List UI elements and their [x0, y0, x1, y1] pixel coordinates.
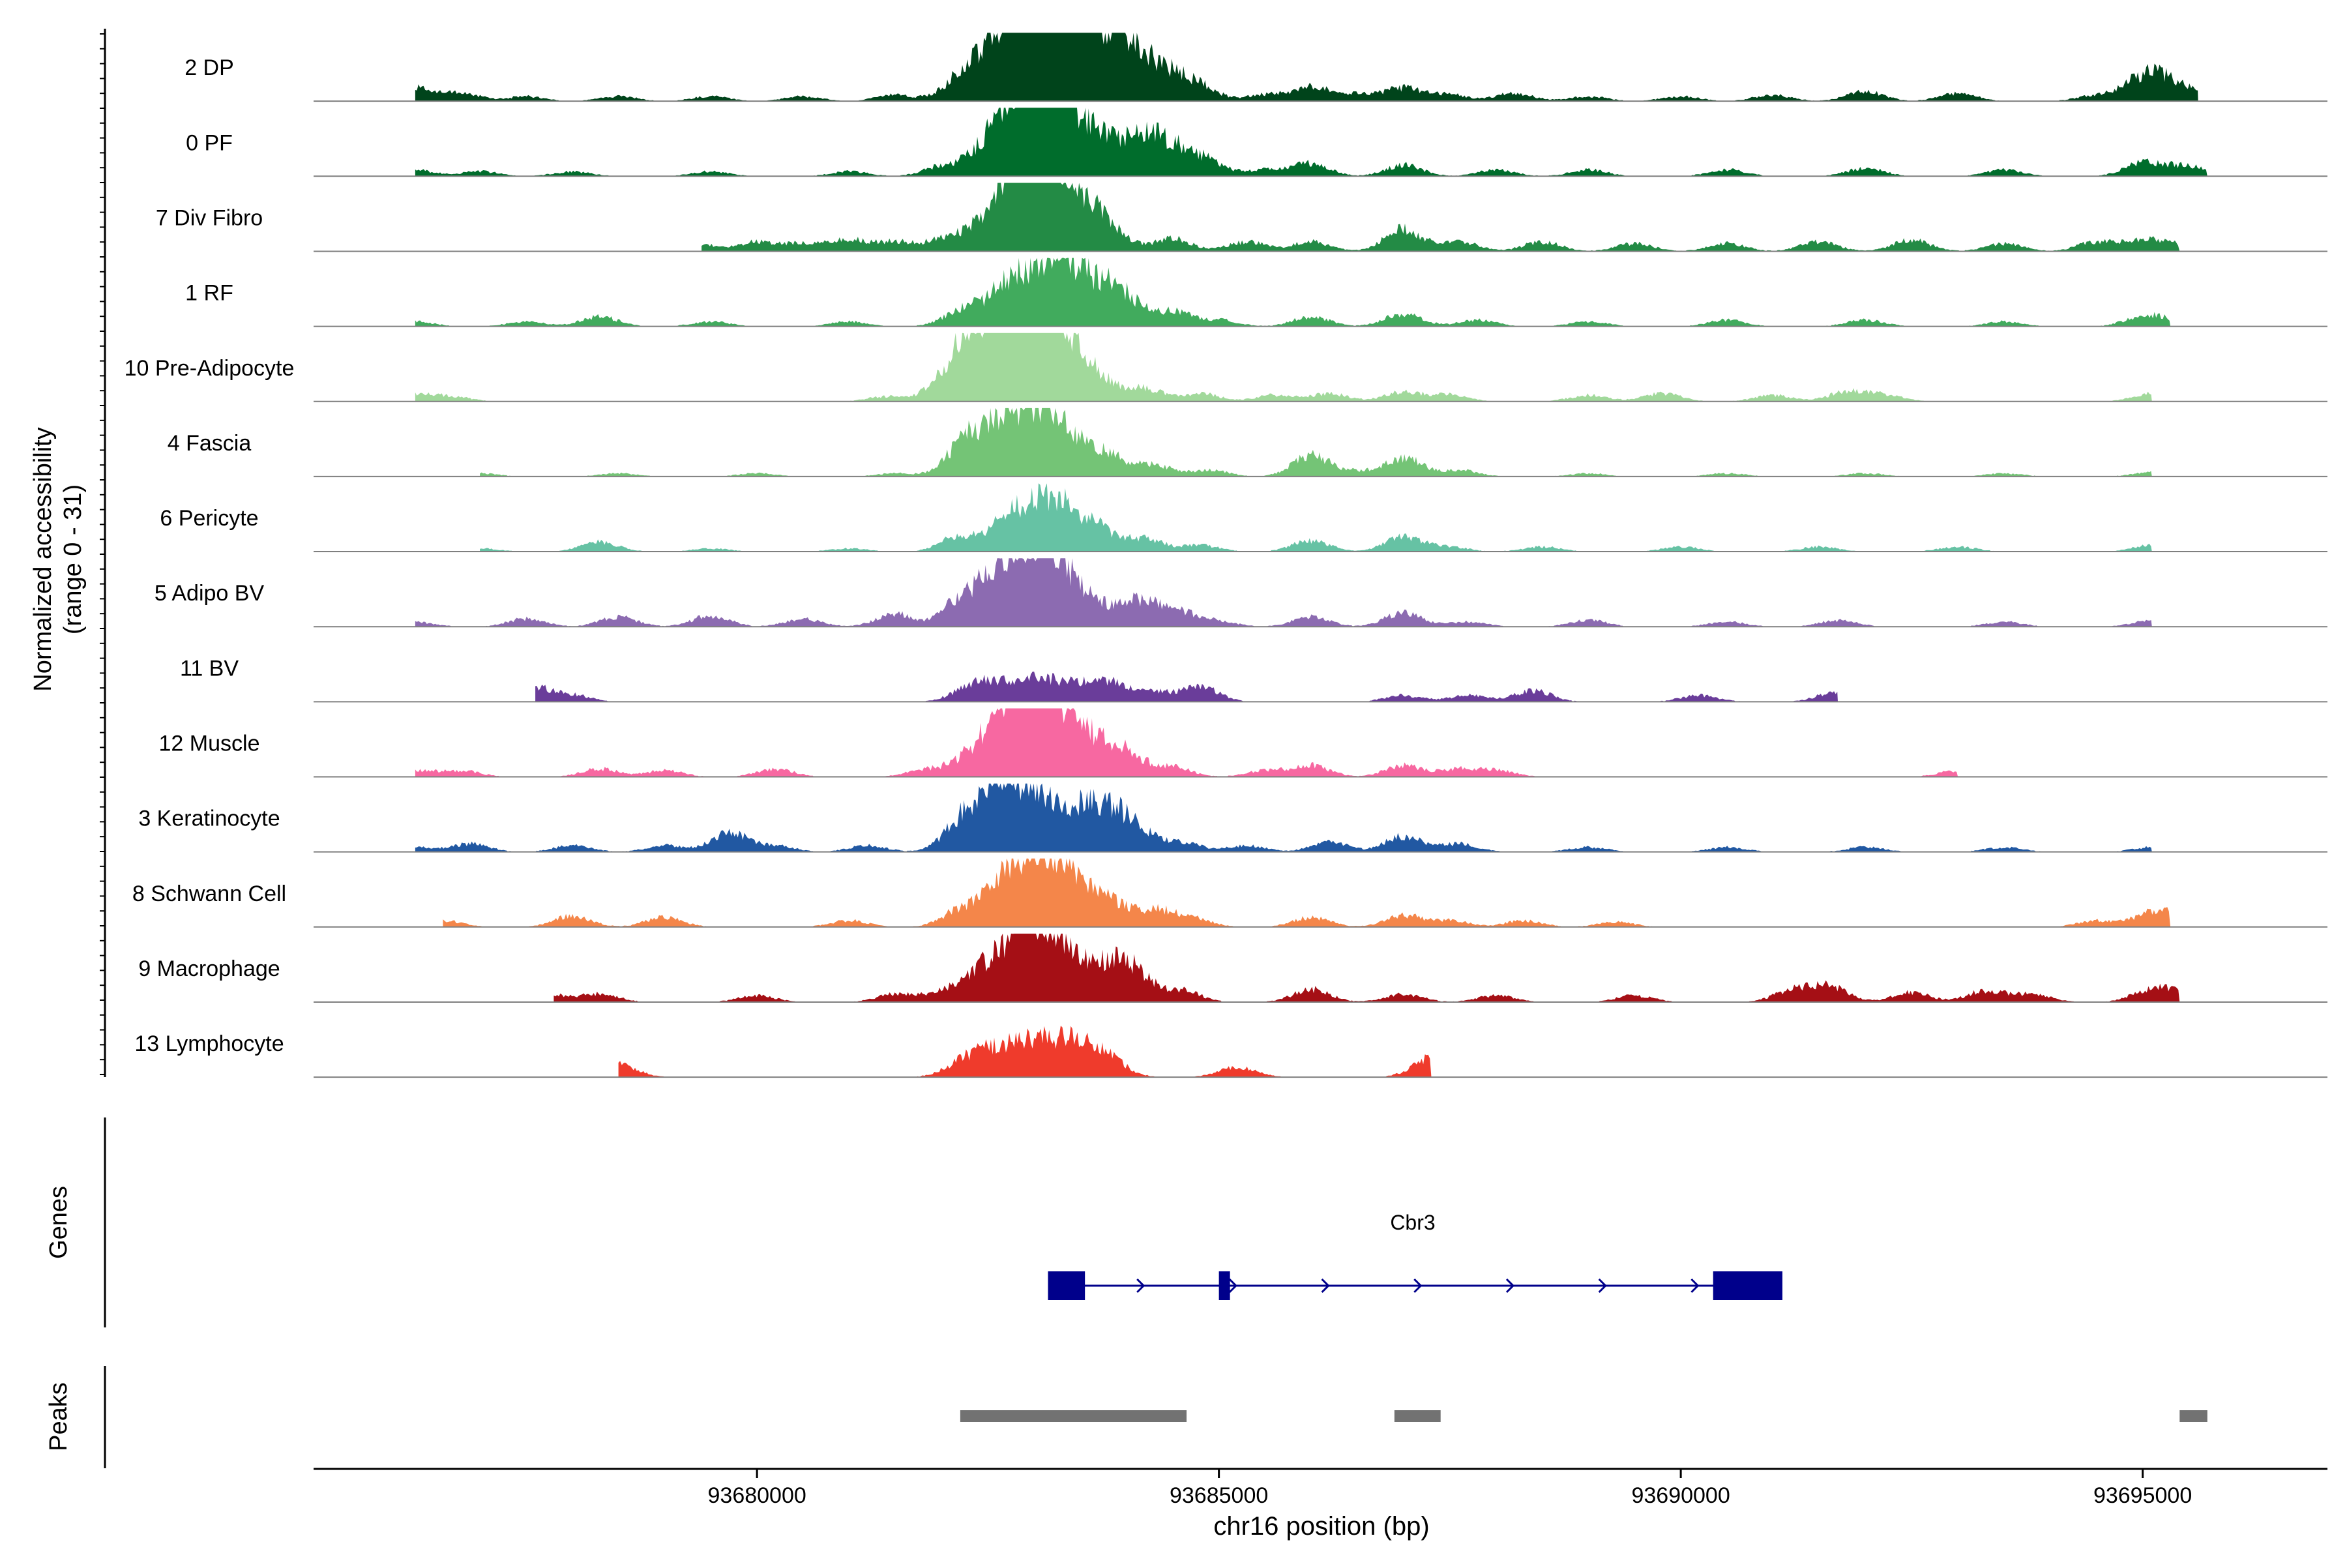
track-12	[314, 858, 2327, 928]
track-label-11: 3 Keratinocyte	[138, 806, 280, 831]
track-label-4: 1 RF	[185, 281, 233, 306]
track-label-6: 4 Fascia	[168, 431, 252, 456]
track-area-9	[535, 672, 1838, 702]
track-6	[314, 407, 2327, 477]
track-14	[314, 1026, 2327, 1078]
track-area-8	[415, 558, 2152, 627]
track-area-10	[415, 708, 1958, 777]
track-area-3	[701, 183, 2180, 252]
track-labels: 2 DP 0 PF 7 Div Fibro 1 RF 10 Pre-Adipocyte 4…	[125, 55, 295, 1056]
gene-annotation-track: Cbr3	[1048, 1211, 1782, 1300]
track-10	[314, 708, 2327, 778]
track-7	[314, 483, 2327, 553]
track-area-11	[415, 783, 2152, 852]
strand-arrow	[1598, 1278, 1607, 1294]
track-9	[314, 672, 2327, 703]
strand-arrow	[1505, 1278, 1515, 1294]
track-area-5	[415, 333, 2152, 402]
track-label-2: 0 PF	[186, 130, 233, 155]
x-tick-label: 93680000	[708, 1483, 806, 1508]
track-area-7	[480, 483, 2152, 552]
track-13	[314, 934, 2327, 1003]
peak-regions-track	[960, 1410, 2207, 1422]
track-8	[314, 558, 2327, 628]
track-label-13: 9 Macrophage	[138, 956, 280, 981]
peak-region	[1394, 1410, 1441, 1422]
gene-name-label: Cbr3	[1390, 1211, 1435, 1234]
strand-arrow	[1136, 1278, 1145, 1294]
strand-arrow	[1690, 1278, 1700, 1294]
x-tick-label: 93695000	[2093, 1483, 2192, 1508]
accessibility-tracks	[314, 33, 2327, 1078]
track-area-6	[480, 407, 2152, 477]
track-area-13	[554, 934, 2180, 1002]
track-11	[314, 783, 2327, 853]
track-area-4	[415, 258, 2171, 327]
genes-panel-label: Genes	[45, 1186, 72, 1259]
x-axis-label: chr16 position (bp)	[1213, 1512, 1429, 1541]
track-label-9: 11 BV	[180, 656, 239, 681]
track-label-12: 8 Schwann Cell	[132, 881, 286, 906]
gene-exon	[1713, 1271, 1782, 1300]
strand-arrow	[1321, 1278, 1330, 1294]
y-axis-label-line1: Normalized accessibility	[29, 427, 57, 691]
track-area-14	[618, 1026, 1432, 1078]
x-axis-ticks: 93680000 93685000 93690000 93695000	[708, 1469, 2192, 1508]
peaks-panel-label: Peaks	[45, 1382, 72, 1451]
strand-arrow	[1413, 1278, 1423, 1294]
y-axis-ticks	[100, 33, 105, 1075]
track-label-3: 7 Div Fibro	[156, 205, 263, 230]
gene-exon	[1048, 1271, 1085, 1300]
track-area-2	[415, 108, 2207, 177]
track-area-12	[443, 858, 2171, 927]
track-label-7: 6 Pericyte	[160, 506, 258, 531]
track-2	[314, 108, 2327, 177]
peak-region	[960, 1410, 1187, 1422]
track-label-5: 10 Pre-Adipocyte	[125, 356, 295, 381]
x-tick-label: 93685000	[1170, 1483, 1268, 1508]
track-label-14: 13 Lymphocyte	[134, 1031, 284, 1056]
track-label-8: 5 Adipo BV	[155, 581, 265, 606]
strand-arrow	[1228, 1278, 1238, 1294]
y-axis-label-line2: (range 0 - 31)	[59, 484, 87, 634]
track-4	[314, 258, 2327, 327]
track-label-10: 12 Muscle	[159, 732, 260, 756]
track-area-1	[415, 33, 2198, 102]
track-5	[314, 333, 2327, 402]
x-tick-label: 93690000	[1631, 1483, 1730, 1508]
track-label-1: 2 DP	[185, 55, 234, 80]
gene-exon	[1218, 1271, 1230, 1300]
peak-region	[2179, 1410, 2207, 1422]
track-3	[314, 183, 2327, 252]
track-1	[314, 33, 2327, 102]
